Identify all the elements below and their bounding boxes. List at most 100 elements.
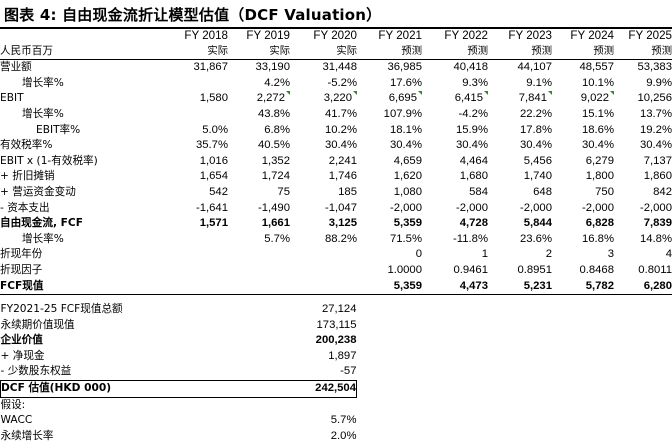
table-cell: 542: [209, 185, 228, 198]
figure-title: 图表 4: 自由现金流折让模型估值（DCF Valuation）: [4, 6, 382, 24]
table-cell: 3,220: [290, 91, 357, 107]
type-header: 预测: [614, 43, 672, 61]
type-header: 预测: [357, 43, 422, 61]
table-cell: 4,464: [459, 154, 488, 167]
table-cell: 4,659: [393, 154, 422, 167]
table-cell: 18.6%: [581, 123, 614, 136]
table-cell: 40,418: [453, 61, 488, 74]
table-cell: 7,839: [643, 217, 672, 230]
table-cell: 0.8011: [638, 263, 672, 276]
table-row: EBIT率% 5.0% 6.8% 10.2% 18.1% 15.9% 17.8% 18.6% 1…: [0, 123, 672, 139]
summary-row: - 少数股东权益 -57: [0, 364, 357, 381]
summary-label: 永续期价值现值: [0, 318, 75, 331]
summary-label: DCF 估值(HKD 000): [0, 379, 291, 398]
table-cell: 6,279: [585, 154, 614, 167]
table-cell: -2,000: [639, 201, 672, 214]
summary-label: 企业价值: [0, 334, 43, 347]
table-row: EBIT 1,580 2,272 3,220 6,695 6,415 7,841 9,022 1…: [0, 91, 672, 107]
table-row: FCF现值 5,359 4,473 5,231 5,782 6,280: [0, 278, 672, 296]
table-cell: -1,641: [195, 201, 228, 214]
table-cell: 9.9%: [646, 76, 672, 89]
summary-value: 173,115: [316, 318, 357, 331]
table-cell: 842: [653, 185, 672, 198]
row-label: 自由现金流, FCF: [0, 217, 83, 230]
year-header: FY 2022: [444, 29, 488, 42]
summary-row: 永续增长率 2.0%: [1, 429, 357, 444]
table-row: + 营运资金变动 542 75 185 1,080 584 648 750 842: [0, 185, 672, 201]
year-header: FY 2021: [378, 29, 422, 42]
table-cell: 1,680: [459, 170, 488, 183]
summary-row: 企业价值 200,238: [1, 333, 357, 349]
table-cell: 5.7%: [264, 232, 290, 245]
summary-row: 假设:: [1, 397, 357, 413]
table-cell: [158, 263, 228, 279]
table-cell: 1,654: [199, 170, 228, 183]
table-cell: 30.4%: [389, 139, 422, 152]
table-cell: 33,190: [255, 61, 290, 74]
table-cell: 75: [277, 185, 290, 198]
row-label: 营业额: [0, 61, 32, 74]
table-cell: 1.0000: [387, 263, 422, 276]
table-cell: 0.9461: [453, 263, 488, 276]
comment-marker-icon: [484, 91, 488, 96]
summary-label: - 少数股东权益: [0, 364, 291, 381]
summary-row: + 净现金 1,897: [1, 349, 357, 365]
table-cell: -2,000: [519, 201, 552, 214]
table-cell: 1,080: [393, 185, 422, 198]
table-cell: 30.4%: [324, 139, 357, 152]
summary-value: 1,897: [328, 349, 357, 362]
table-cell: 7,137: [643, 154, 672, 167]
type-header: 预测: [488, 43, 552, 61]
table-cell: [228, 247, 290, 263]
table-cell: 35.7%: [195, 139, 228, 152]
table-cell: 48,557: [579, 61, 614, 74]
table-cell: -2,000: [389, 201, 422, 214]
table-cell: 6,415: [422, 91, 488, 107]
table-cell: 2: [545, 248, 552, 261]
summary-value: 27,124: [321, 303, 357, 315]
table-cell: 43.8%: [257, 107, 290, 120]
table-cell: 22.2%: [519, 107, 552, 120]
table-cell: 23.6%: [519, 232, 552, 245]
table-cell: 0.8468: [579, 263, 614, 276]
row-label: 增长率%: [22, 107, 64, 120]
summary-value: 5.7%: [330, 414, 357, 427]
table-cell: [290, 263, 357, 279]
type-header: 实际: [290, 43, 357, 61]
table-cell: 31,448: [322, 61, 357, 74]
comment-marker-icon: [286, 91, 290, 96]
row-label: 折现因子: [0, 263, 43, 276]
table-row: 增长率% 43.8% 41.7% 107.9% -4.2% 22.2% 15.1% 13.7%: [0, 107, 672, 123]
table-cell: 750: [595, 185, 614, 198]
table-body: 营业额 31,867 33,190 31,448 36,985 40,418 44,107 4…: [0, 60, 672, 296]
table-cell: 6,695: [357, 91, 422, 107]
table-cell: 2,241: [328, 154, 357, 167]
table-cell: [158, 278, 228, 296]
table-cell: -1,047: [324, 201, 357, 214]
year-header: FY 2019: [246, 29, 290, 42]
row-label: + 营运资金变动: [0, 185, 76, 198]
table-cell: 9.1%: [526, 76, 552, 89]
table-cell: 1: [481, 248, 488, 261]
table-cell: -1,490: [257, 201, 290, 214]
table-cell: 1,746: [328, 170, 357, 183]
table-cell: 71.5%: [389, 232, 422, 245]
table-row: 折现年份 0 1 2 3 4: [0, 247, 672, 263]
table-cell: 19.2%: [639, 123, 672, 136]
table-cell: [228, 278, 290, 296]
table-cell: 10.2%: [324, 123, 357, 136]
table-row: 增长率% 4.2% -5.2% 17.6% 9.3% 9.1% 10.1% 9.9%: [0, 76, 672, 92]
row-label: EBIT x (1-有效税率): [0, 154, 98, 167]
table-cell: [158, 76, 228, 92]
table-cell: 4,728: [459, 217, 488, 230]
table-cell: 3,125: [328, 217, 357, 230]
table-row: 增长率% 5.7% 88.2% 71.5% -11.8% 23.6% 16.8% 14.8%: [0, 232, 672, 248]
table-cell: 10,256: [637, 92, 672, 105]
table-cell: 9,022: [552, 91, 614, 107]
summary-value: -57: [290, 364, 357, 381]
summary-table: FY2021-25 FCF现值总额 27,124 永续期价值现值 173,115 企业价…: [0, 302, 357, 444]
table-cell: 5,782: [552, 278, 614, 296]
table-cell: 1,860: [643, 170, 672, 183]
table-cell: [158, 107, 228, 123]
year-header: FY 2024: [570, 29, 614, 42]
